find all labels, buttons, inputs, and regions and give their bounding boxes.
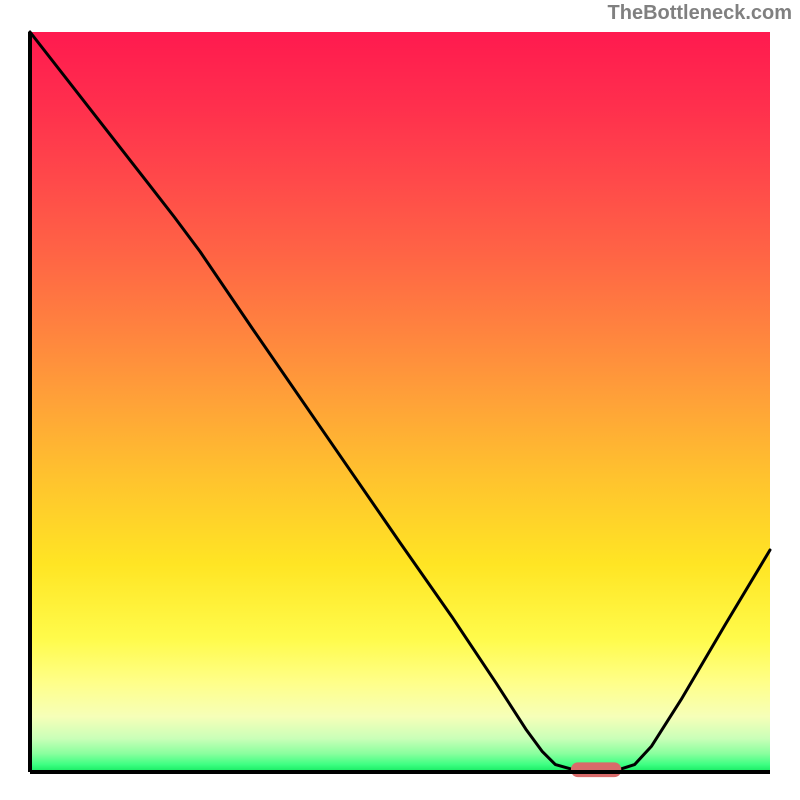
bottleneck-chart	[0, 0, 800, 800]
plot-background	[30, 32, 770, 772]
chart-container: TheBottleneck.com	[0, 0, 800, 800]
optimum-marker	[571, 762, 621, 777]
watermark-text: TheBottleneck.com	[608, 2, 792, 25]
